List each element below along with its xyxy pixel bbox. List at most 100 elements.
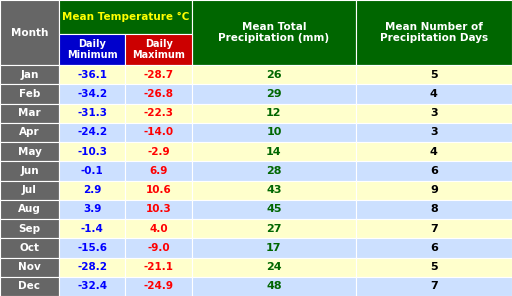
Bar: [356, 219, 512, 238]
Text: -32.4: -32.4: [77, 281, 107, 291]
Bar: [192, 277, 356, 296]
Bar: [356, 161, 512, 181]
Text: Jul: Jul: [22, 185, 37, 195]
Text: Daily
Maximum: Daily Maximum: [132, 39, 185, 60]
Text: -15.6: -15.6: [77, 243, 107, 253]
Text: 2.9: 2.9: [83, 185, 101, 195]
Bar: [59, 238, 125, 258]
Text: -24.9: -24.9: [144, 281, 174, 291]
Bar: [356, 258, 512, 277]
Bar: [0, 258, 59, 277]
Text: -0.1: -0.1: [81, 166, 103, 176]
Bar: [59, 104, 125, 123]
Text: Nov: Nov: [18, 262, 41, 272]
Text: 24: 24: [266, 262, 282, 272]
Text: Mean Temperature °C: Mean Temperature °C: [62, 12, 189, 22]
Bar: [0, 181, 59, 200]
Bar: [356, 142, 512, 161]
Bar: [59, 34, 125, 65]
Bar: [356, 0, 512, 65]
Text: Jun: Jun: [20, 166, 39, 176]
Text: 17: 17: [266, 243, 282, 253]
Bar: [192, 65, 356, 84]
Bar: [0, 161, 59, 181]
Text: -9.0: -9.0: [147, 243, 170, 253]
Bar: [192, 84, 356, 104]
Bar: [0, 65, 59, 84]
Bar: [125, 142, 192, 161]
Text: -34.2: -34.2: [77, 89, 107, 99]
Text: Daily
Minimum: Daily Minimum: [67, 39, 117, 60]
Bar: [356, 123, 512, 142]
Bar: [192, 238, 356, 258]
Bar: [356, 238, 512, 258]
Text: 7: 7: [430, 224, 438, 234]
Text: 9: 9: [430, 185, 438, 195]
Bar: [0, 200, 59, 219]
Bar: [59, 0, 192, 34]
Text: 3.9: 3.9: [83, 205, 101, 214]
Text: 4: 4: [430, 89, 438, 99]
Bar: [125, 34, 192, 65]
Text: 14: 14: [266, 147, 282, 157]
Text: 3: 3: [430, 108, 438, 118]
Bar: [356, 200, 512, 219]
Bar: [59, 142, 125, 161]
Text: 10: 10: [266, 128, 282, 137]
Bar: [59, 200, 125, 219]
Text: 45: 45: [266, 205, 282, 214]
Bar: [192, 104, 356, 123]
Text: 48: 48: [266, 281, 282, 291]
Text: 43: 43: [266, 185, 282, 195]
Text: 28: 28: [266, 166, 282, 176]
Bar: [125, 219, 192, 238]
Text: -28.2: -28.2: [77, 262, 107, 272]
Text: 6: 6: [430, 166, 438, 176]
Text: -1.4: -1.4: [81, 224, 103, 234]
Bar: [59, 123, 125, 142]
Bar: [0, 84, 59, 104]
Text: May: May: [17, 147, 41, 157]
Bar: [192, 123, 356, 142]
Text: 6.9: 6.9: [150, 166, 168, 176]
Text: Apr: Apr: [19, 128, 40, 137]
Text: 12: 12: [266, 108, 282, 118]
Text: Mean Number of
Precipitation Days: Mean Number of Precipitation Days: [380, 22, 488, 43]
Bar: [125, 238, 192, 258]
Bar: [356, 65, 512, 84]
Text: -10.3: -10.3: [77, 147, 107, 157]
Bar: [192, 0, 356, 65]
Bar: [192, 258, 356, 277]
Bar: [0, 123, 59, 142]
Bar: [0, 142, 59, 161]
Bar: [125, 277, 192, 296]
Bar: [125, 258, 192, 277]
Bar: [59, 277, 125, 296]
Bar: [59, 181, 125, 200]
Text: 5: 5: [430, 70, 438, 80]
Text: Mean Total
Precipitation (mm): Mean Total Precipitation (mm): [218, 22, 330, 43]
Text: -14.0: -14.0: [144, 128, 174, 137]
Bar: [125, 65, 192, 84]
Text: -26.8: -26.8: [144, 89, 174, 99]
Text: Mar: Mar: [18, 108, 41, 118]
Text: Feb: Feb: [19, 89, 40, 99]
Text: 8: 8: [430, 205, 438, 214]
Bar: [192, 161, 356, 181]
Bar: [0, 219, 59, 238]
Text: 4: 4: [430, 147, 438, 157]
Bar: [125, 181, 192, 200]
Bar: [356, 277, 512, 296]
Text: 29: 29: [266, 89, 282, 99]
Bar: [192, 219, 356, 238]
Bar: [192, 200, 356, 219]
Bar: [0, 277, 59, 296]
Text: 10.6: 10.6: [146, 185, 172, 195]
Text: -21.1: -21.1: [144, 262, 174, 272]
Text: Oct: Oct: [19, 243, 39, 253]
Bar: [59, 65, 125, 84]
Bar: [125, 161, 192, 181]
Bar: [0, 104, 59, 123]
Text: 10.3: 10.3: [146, 205, 172, 214]
Bar: [125, 200, 192, 219]
